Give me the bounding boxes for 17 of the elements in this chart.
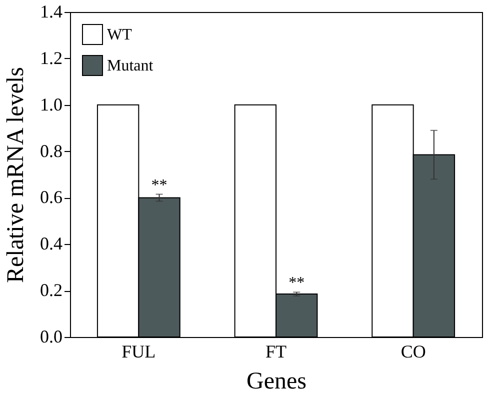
x-axis-title: Genes — [246, 368, 306, 394]
x-tick-label: CO — [400, 342, 426, 362]
x-tick-label: FUL — [122, 342, 156, 362]
y-tick-label: 1.2 — [40, 48, 62, 68]
annotation: ** — [288, 274, 305, 292]
annotation: ** — [151, 177, 168, 194]
y-tick-label: 0.2 — [40, 280, 62, 300]
y-tick-label: 0.6 — [40, 187, 62, 208]
y-tick-label: 0.8 — [40, 140, 62, 161]
y-tick-label: 0.0 — [40, 326, 62, 346]
legend-label: WT — [107, 26, 132, 44]
legend-label: Mutant — [107, 58, 154, 74]
y-axis-title: Relative mRNA levels — [3, 67, 29, 283]
x-tick-label: FT — [265, 342, 287, 362]
y-tick-label: 1.4 — [40, 2, 62, 22]
y-tick-label: 0.4 — [40, 234, 62, 254]
y-tick-label: 1.0 — [40, 94, 62, 114]
